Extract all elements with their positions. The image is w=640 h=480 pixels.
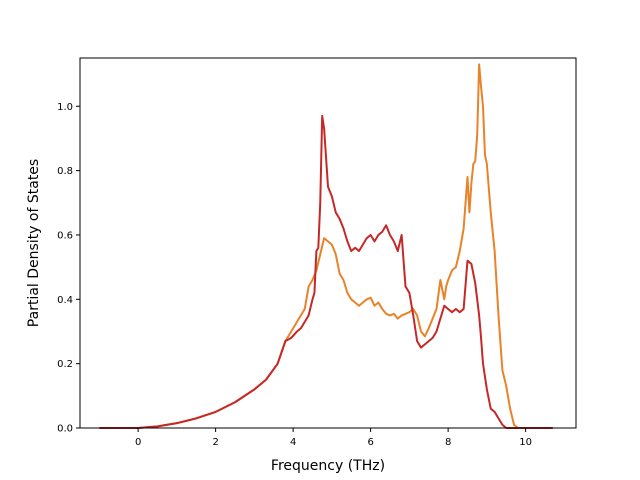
plot-frame: [79, 57, 577, 429]
x-axis-label: Frequency (THz): [271, 458, 385, 474]
y-tick-label: 0.6: [57, 230, 73, 241]
x-tick-label: 8: [445, 437, 451, 448]
y-tick-label: 0.0: [57, 424, 73, 435]
y-tick-label: 0.4: [57, 295, 73, 306]
axes-layer: 0 2 4 6 8 10 0.0 0.2 0.4 0.6 0.8 1.0: [57, 57, 577, 448]
series-layer: [99, 63, 553, 429]
x-tick-label: 4: [290, 437, 296, 448]
x-tick-label: 10: [519, 437, 532, 448]
y-tick-label: 1.0: [57, 102, 73, 113]
y-axis-label: Partial Density of States: [26, 159, 42, 327]
x-tick-label: 6: [367, 437, 373, 448]
x-tick-label: 0: [135, 437, 141, 448]
x-tick-label: 2: [212, 437, 218, 448]
series-line-1: [99, 63, 553, 429]
series-line-2: [99, 114, 553, 429]
y-tick-label: 0.8: [57, 166, 73, 177]
y-tick-label: 0.2: [57, 359, 73, 370]
